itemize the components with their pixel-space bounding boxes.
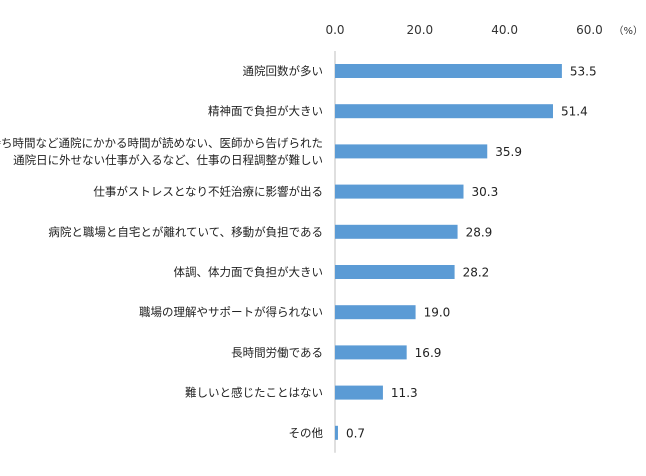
- x-tick-label: 40.0: [491, 23, 518, 37]
- category-label: 待ち時間など通院にかかる時間が読めない、医師から告げられた: [0, 136, 323, 150]
- x-tick-label: 20.0: [406, 23, 433, 37]
- x-axis-ticks: 0.0 20.0 40.0 60.0: [325, 23, 602, 37]
- data-label: 0.7: [346, 426, 365, 440]
- bar: [335, 265, 455, 279]
- category-label: 職場の理解やサポートが得られない: [139, 305, 323, 319]
- bar: [335, 144, 488, 159]
- data-label: 53.5: [570, 65, 597, 79]
- category-label: 長時間労働である: [231, 345, 323, 359]
- data-label: 16.9: [415, 346, 442, 360]
- data-label: 11.3: [391, 386, 418, 400]
- category-label: その他: [289, 426, 324, 440]
- category-label: 病院と職場と自宅とが離れていて、移動が負担である: [48, 225, 323, 239]
- category-labels: 通院回数が多い精神面で負担が大きい待ち時間など通院にかかる時間が読めない、医師か…: [0, 64, 323, 440]
- bars-group: [335, 64, 562, 440]
- bar: [335, 345, 407, 360]
- bar: [335, 385, 383, 400]
- bar: [335, 305, 416, 320]
- x-tick-label: 0.0: [325, 23, 344, 37]
- data-label: 28.2: [463, 266, 490, 280]
- category-label: 通院回数が多い: [243, 64, 324, 78]
- category-label: 精神面で負担が大きい: [208, 104, 323, 118]
- bar: [335, 64, 562, 78]
- data-label: 28.9: [466, 225, 493, 239]
- value-labels: 53.5 51.4 35.9 30.3 28.9 28.2 19.0 16.9 11.3 0.7: [346, 65, 597, 441]
- bar: [335, 184, 464, 199]
- data-label: 30.3: [472, 185, 499, 199]
- category-label: 通院日に外せない仕事が入るなど、仕事の日程調整が難しい: [13, 153, 323, 167]
- data-label: 51.4: [561, 105, 588, 119]
- bar: [335, 104, 553, 119]
- axis-unit-label: （%）: [613, 25, 643, 37]
- category-label: 仕事がストレスとなり不妊治療に影響が出る: [93, 185, 323, 199]
- bar: [335, 224, 458, 239]
- bar: [335, 425, 338, 440]
- category-label: 体調、体力面で負担が大きい: [174, 265, 324, 279]
- category-label: 難しいと感じたことはない: [185, 386, 323, 400]
- data-label: 19.0: [424, 306, 451, 320]
- data-label: 35.9: [495, 145, 522, 159]
- x-tick-label: 60.0: [576, 23, 603, 37]
